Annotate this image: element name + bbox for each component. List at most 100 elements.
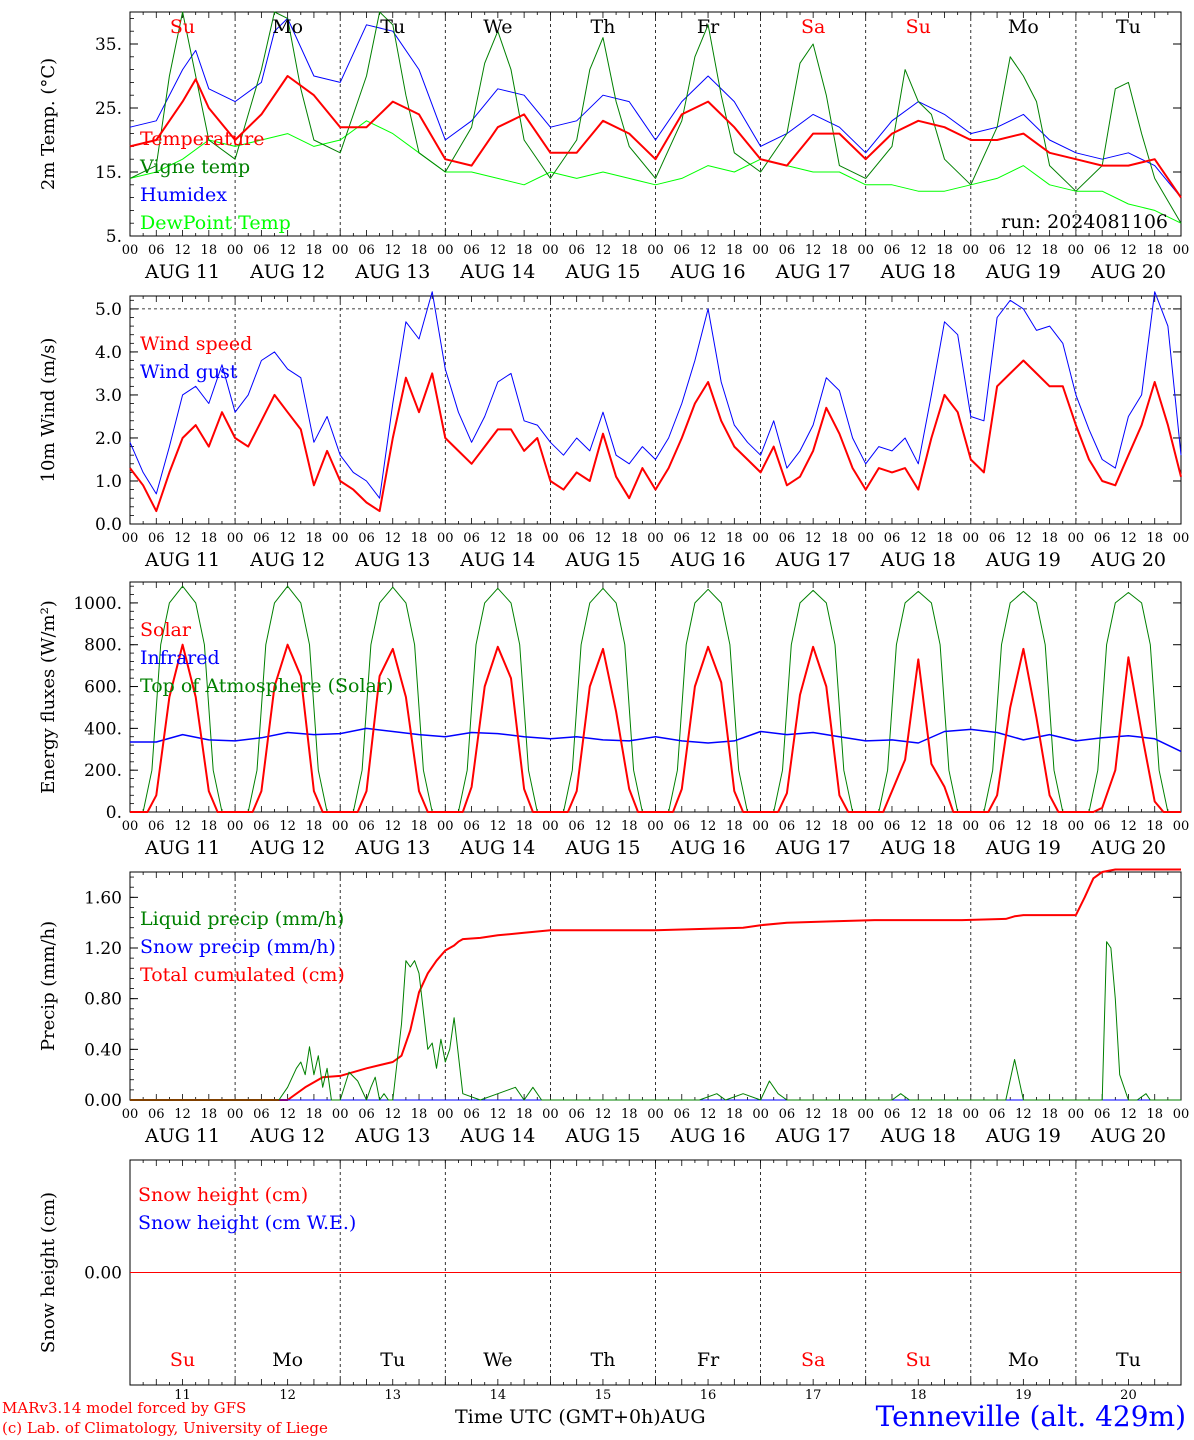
hour-tick-label: 00 (332, 819, 349, 834)
day-name-label: Tu (1116, 1349, 1141, 1371)
hour-tick-label: 00 (963, 1107, 980, 1122)
hour-tick-label: 06 (358, 819, 375, 834)
hour-tick-label: 00 (542, 819, 559, 834)
legend-entry: Infrared (140, 647, 220, 669)
date-label: AUG 18 (880, 261, 956, 283)
hour-tick-label: 18 (621, 243, 638, 258)
hour-tick-label: 00 (752, 819, 769, 834)
y-tick-label: 1.60 (84, 888, 122, 908)
y-tick-label: 600. (84, 678, 122, 698)
hour-tick-label: 06 (463, 819, 480, 834)
legend-entry: Wind speed (140, 333, 252, 355)
hour-tick-label: 18 (1146, 243, 1163, 258)
hour-tick-label: 12 (910, 531, 927, 546)
series-line (130, 868, 1181, 1101)
y-tick-label: 400. (84, 719, 122, 739)
hour-tick-label: 00 (227, 819, 244, 834)
hour-tick-label: 18 (516, 243, 533, 258)
hour-tick-label: 06 (884, 819, 901, 834)
day-number-label: 14 (490, 1388, 507, 1403)
hour-tick-label: 12 (174, 243, 191, 258)
hour-tick-label: 18 (201, 531, 218, 546)
y-tick-label: 800. (84, 636, 122, 656)
date-label: AUG 20 (1090, 261, 1166, 283)
hour-tick-label: 06 (568, 819, 585, 834)
hour-tick-label: 12 (595, 819, 612, 834)
hour-tick-label: 00 (1068, 1107, 1085, 1122)
hour-tick-label: 12 (1015, 531, 1032, 546)
hour-tick-label: 06 (989, 243, 1006, 258)
hour-tick-label: 00 (1173, 243, 1190, 258)
date-label: AUG 15 (564, 837, 640, 859)
day-name-label: Sa (801, 1349, 825, 1371)
date-label: AUG 11 (144, 1125, 220, 1147)
series-line (130, 941, 1181, 1101)
series-line (129, 75, 1182, 199)
hour-tick-label: 18 (411, 819, 428, 834)
day-number-label: 13 (384, 1388, 401, 1403)
day-name-label: Tu (1116, 16, 1141, 38)
day-name-label: Mo (1008, 1349, 1039, 1371)
y-tick-label: 0. (106, 803, 122, 823)
hour-tick-label: 12 (595, 1107, 612, 1122)
hour-tick-label: 18 (1146, 1107, 1163, 1122)
hour-tick-label: 06 (358, 243, 375, 258)
y-axis-label: 10m Wind (m/s) (38, 338, 59, 483)
legend-entry: Total cumulated (cm) (140, 964, 345, 986)
y-tick-label: 2.0 (95, 429, 122, 449)
date-label: AUG 16 (669, 261, 745, 283)
hour-tick-label: 18 (306, 819, 323, 834)
day-name-label: Su (170, 1349, 195, 1371)
hour-tick-label: 06 (989, 531, 1006, 546)
series-line (129, 359, 1182, 513)
hour-tick-label: 18 (621, 1107, 638, 1122)
date-label: AUG 13 (354, 549, 430, 571)
hour-tick-label: 18 (1041, 1107, 1058, 1122)
hour-tick-label: 12 (279, 243, 296, 258)
date-label: AUG 14 (459, 1125, 535, 1147)
hour-tick-label: 18 (936, 243, 953, 258)
hour-tick-label: 18 (201, 819, 218, 834)
hour-tick-label: 12 (700, 819, 717, 834)
hour-tick-label: 18 (726, 1107, 743, 1122)
hour-tick-label: 12 (700, 243, 717, 258)
hour-tick-label: 00 (1173, 819, 1190, 834)
y-tick-label: 1000. (73, 594, 122, 614)
hour-tick-label: 06 (1094, 243, 1111, 258)
hour-tick-label: 00 (963, 531, 980, 546)
date-label: AUG 12 (249, 1125, 325, 1147)
hour-tick-label: 12 (910, 1107, 927, 1122)
series-line (129, 120, 1182, 224)
y-tick-label: 1.0 (95, 472, 122, 492)
hour-tick-label: 06 (148, 531, 165, 546)
hour-tick-label: 00 (122, 531, 139, 546)
day-name-label: Tu (380, 1349, 405, 1371)
hour-tick-label: 06 (568, 1107, 585, 1122)
hour-tick-label: 18 (516, 819, 533, 834)
y-tick-label: 0.80 (84, 990, 122, 1010)
hour-tick-label: 06 (779, 243, 796, 258)
hour-tick-label: 00 (1068, 243, 1085, 258)
hour-tick-label: 12 (490, 1107, 507, 1122)
hour-tick-label: 18 (936, 531, 953, 546)
hour-tick-label: 18 (411, 1107, 428, 1122)
hour-tick-label: 00 (963, 819, 980, 834)
date-label: AUG 13 (354, 1125, 430, 1147)
hour-tick-label: 06 (674, 1107, 691, 1122)
hour-tick-label: 18 (831, 243, 848, 258)
day-name-label: Th (590, 16, 615, 38)
date-label: AUG 18 (880, 837, 956, 859)
hour-tick-label: 18 (621, 819, 638, 834)
hour-tick-label: 00 (963, 243, 980, 258)
run-label: run: 2024081106 (1001, 211, 1168, 233)
hour-tick-label: 06 (148, 243, 165, 258)
hour-tick-label: 12 (1120, 531, 1137, 546)
panel-frame (129, 11, 1182, 237)
hour-tick-label: 12 (279, 531, 296, 546)
hour-tick-label: 00 (1068, 531, 1085, 546)
date-label: AUG 20 (1090, 837, 1166, 859)
date-label: AUG 20 (1090, 549, 1166, 571)
station-label: Tenneville (alt. 429m) (875, 1400, 1186, 1433)
hour-tick-label: 06 (568, 531, 585, 546)
